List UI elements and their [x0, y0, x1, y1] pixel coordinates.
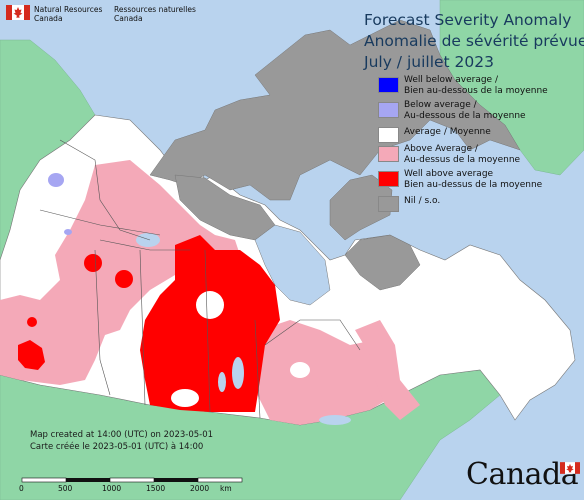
- ontario-average-hole: [290, 362, 310, 378]
- arctic-islands-nil: [149, 19, 521, 201]
- great-bear-lake: [136, 233, 160, 247]
- coast-well-above-spot: [18, 340, 45, 370]
- legend-swatch: [378, 146, 399, 162]
- scale-unit: km: [220, 484, 232, 493]
- island-well-above-spot: [27, 317, 37, 327]
- legend-swatch: [378, 77, 399, 93]
- legend-label: Well above average: [404, 169, 494, 179]
- alberta-well-above-spot: [115, 270, 133, 288]
- scale-tick-1500: 1500: [146, 484, 166, 493]
- legend-label: Nil / s.o.: [404, 196, 441, 206]
- sask-average-hole: [171, 389, 199, 407]
- scale-tick-500: 500: [58, 484, 73, 493]
- created-timestamp-en: Map created at 14:00 (UTC) on 2023-05-01: [30, 430, 214, 440]
- hudson-bay: [254, 224, 331, 306]
- legend-swatch: [378, 102, 399, 118]
- lake-winnipeg: [232, 357, 244, 389]
- nrcan-signature: Natural Resources Canada Ressources natu…: [6, 5, 196, 24]
- scale-bar: [21, 477, 243, 483]
- legend-label-fr: Au-dessus de la moyenne: [404, 155, 521, 165]
- agency-en: Natural Resources: [34, 5, 103, 14]
- agency-en-line2: Canada: [34, 14, 63, 23]
- agency-fr-line2: Canada: [114, 14, 143, 23]
- lake-manitoba: [218, 372, 226, 392]
- map-title-en: Forecast Severity Anomaly: [364, 11, 572, 29]
- legend-label: Below average /: [404, 100, 477, 110]
- canada-flag-icon: [6, 5, 30, 20]
- prairies-well-above-zone: [140, 235, 280, 412]
- legend-label-fr: Au-dessous de la moyenne: [404, 111, 526, 121]
- legend-swatch: [378, 196, 399, 212]
- agency-fr: Ressources naturelles: [114, 5, 196, 14]
- scale-tick-0: 0: [19, 484, 24, 493]
- legend-label: Above Average /: [404, 144, 478, 154]
- legend-label: Average / Moyenne: [404, 127, 491, 137]
- bc-well-above-spot: [84, 254, 102, 272]
- quebec-above-average-zone: [355, 320, 420, 420]
- labrador-nil: [344, 234, 421, 291]
- bc-average-hole: [104, 332, 132, 368]
- map-title-fr: Anomalie de sévérité prévue: [364, 32, 584, 50]
- scale-tick-2000: 2000: [190, 484, 210, 493]
- legend-label: Well below average /: [404, 75, 498, 85]
- manitoba-average-hole: [196, 291, 224, 319]
- canada-wordmark: Canada: [466, 457, 579, 492]
- map-date: July / juillet 2023: [364, 53, 494, 71]
- canada-wordmark-flag-icon: [560, 462, 580, 474]
- provincial-boundaries: [39, 139, 361, 419]
- legend-label-fr: Bien au-dessus de la moyenne: [404, 180, 543, 190]
- legend-label-fr: Bien au-dessous de la moyenne: [404, 86, 548, 96]
- hudson-bay-east-nil: [329, 174, 393, 241]
- legend-swatch: [378, 127, 399, 143]
- created-timestamp-fr: Carte créée le 2023-05-01 (UTC) à 14:00: [30, 442, 204, 452]
- yukon-below-average-spot-2: [64, 229, 72, 235]
- lake-superior: [319, 415, 351, 425]
- east-above-average-zone: [255, 320, 395, 425]
- scale-tick-1000: 1000: [102, 484, 122, 493]
- legend-swatch: [378, 171, 399, 187]
- yukon-below-average-spot: [48, 173, 64, 187]
